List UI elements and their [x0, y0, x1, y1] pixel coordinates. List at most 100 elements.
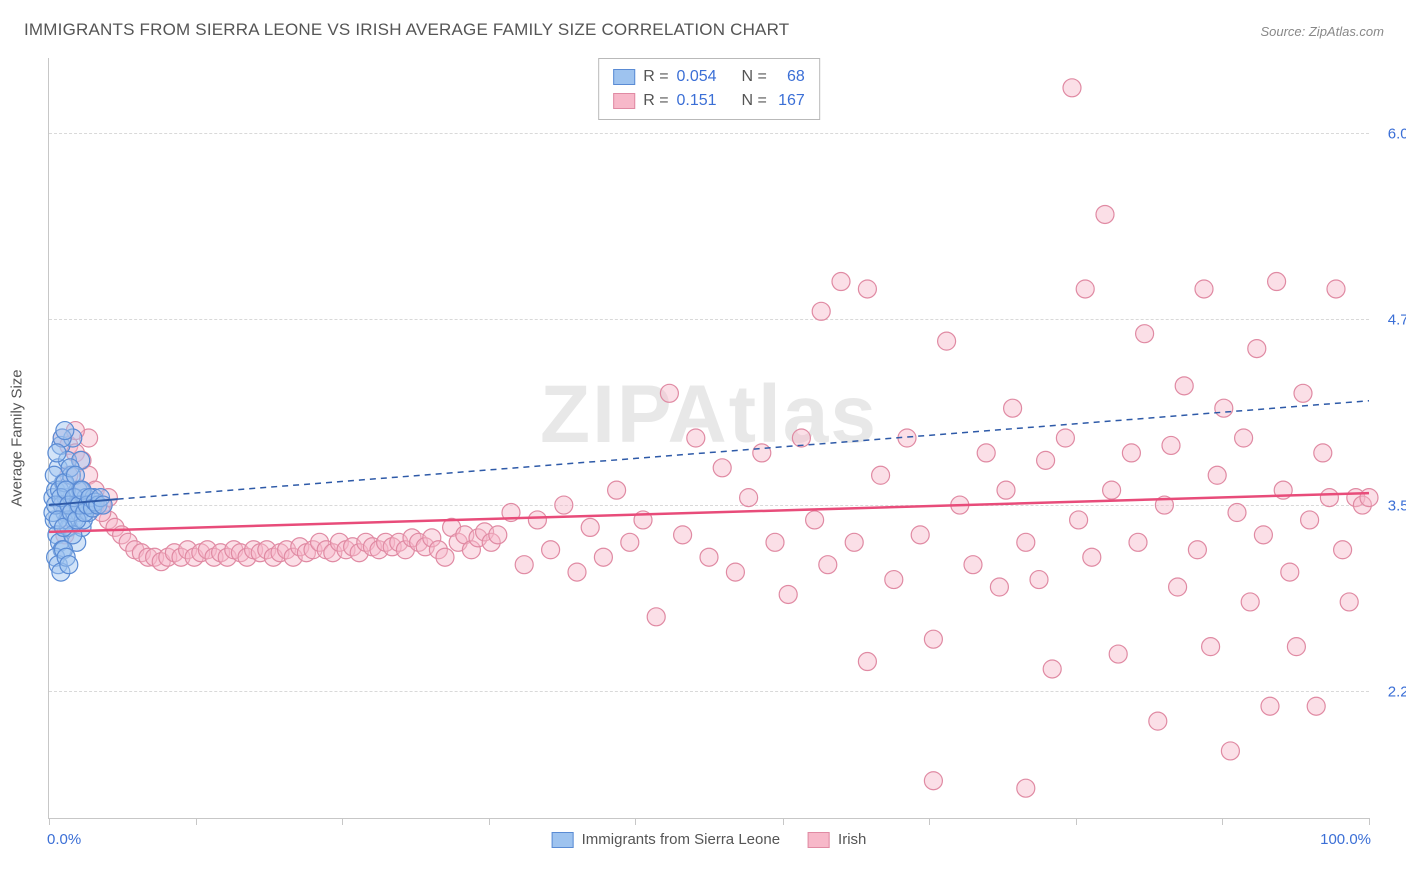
scatter-point [1043, 660, 1061, 678]
legend-row-series-1: R = 0.054 N = 68 [613, 65, 805, 89]
scatter-point [1017, 533, 1035, 551]
scatter-point [1202, 638, 1220, 656]
scatter-point [779, 585, 797, 603]
scatter-point [1070, 511, 1088, 529]
scatter-point [700, 548, 718, 566]
y-tick-label: 3.50 [1377, 498, 1406, 515]
scatter-point [997, 481, 1015, 499]
scatter-point [1030, 571, 1048, 589]
scatter-point [594, 548, 612, 566]
bottom-legend-item-1: Immigrants from Sierra Leone [552, 831, 780, 848]
scatter-point [1334, 541, 1352, 559]
legend-R-value-2: 0.151 [677, 89, 717, 113]
scatter-svg-layer [49, 58, 1369, 818]
scatter-point [1076, 280, 1094, 298]
scatter-point [1261, 697, 1279, 715]
scatter-point [1294, 384, 1312, 402]
scatter-point [858, 280, 876, 298]
scatter-point [1175, 377, 1193, 395]
scatter-point [1096, 205, 1114, 223]
scatter-point [1235, 429, 1253, 447]
scatter-point [1122, 444, 1140, 462]
bottom-legend-label-2: Irish [838, 831, 866, 848]
x-tick [635, 818, 636, 825]
scatter-point [660, 384, 678, 402]
scatter-point [647, 608, 665, 626]
scatter-point [740, 489, 758, 507]
scatter-point [1103, 481, 1121, 499]
legend-row-series-2: R = 0.151 N = 167 [613, 89, 805, 113]
y-tick-label: 4.75 [1377, 311, 1406, 328]
scatter-point [845, 533, 863, 551]
y-tick-label: 2.25 [1377, 684, 1406, 701]
x-tick [783, 818, 784, 825]
scatter-point [726, 563, 744, 581]
legend-N-value-1: 68 [775, 65, 805, 89]
scatter-point [911, 526, 929, 544]
scatter-point [436, 548, 454, 566]
scatter-point [806, 511, 824, 529]
bottom-legend: Immigrants from Sierra Leone Irish [552, 831, 867, 848]
scatter-point [1004, 399, 1022, 417]
source-prefix: Source: [1260, 24, 1308, 39]
scatter-point [1327, 280, 1345, 298]
scatter-point [819, 556, 837, 574]
legend-R-label: R = [643, 89, 668, 113]
x-tick [1369, 818, 1370, 825]
legend-N-label: N = [741, 89, 766, 113]
trend-line-extrapolated [118, 401, 1369, 499]
scatter-point [1136, 325, 1154, 343]
scatter-point [528, 511, 546, 529]
source-name: ZipAtlas.com [1309, 24, 1384, 39]
scatter-point [1307, 697, 1325, 715]
legend-N-label: N = [741, 65, 766, 89]
scatter-point [94, 496, 112, 514]
scatter-point [674, 526, 692, 544]
legend-swatch-series-1 [613, 69, 635, 85]
scatter-point [555, 496, 573, 514]
scatter-point [766, 533, 784, 551]
x-tick [1222, 818, 1223, 825]
scatter-point [964, 556, 982, 574]
scatter-point [1109, 645, 1127, 663]
x-tick [49, 818, 50, 825]
bottom-legend-item-2: Irish [808, 831, 866, 848]
x-axis-max-label: 100.0% [1320, 831, 1371, 848]
y-tick-label: 6.00 [1377, 125, 1406, 142]
scatter-point [1083, 548, 1101, 566]
scatter-point [1169, 578, 1187, 596]
scatter-point [1314, 444, 1332, 462]
scatter-point [1228, 504, 1246, 522]
scatter-point [1340, 593, 1358, 611]
scatter-point [872, 466, 890, 484]
scatter-point [489, 526, 507, 544]
y-axis-title: Average Family Size [9, 369, 26, 506]
x-tick [342, 818, 343, 825]
scatter-point [832, 273, 850, 291]
scatter-point [1215, 399, 1233, 417]
scatter-point [858, 653, 876, 671]
correlation-legend-box: R = 0.054 N = 68 R = 0.151 N = 167 [598, 58, 820, 120]
scatter-point [1281, 563, 1299, 581]
scatter-point [1254, 526, 1272, 544]
legend-R-value-1: 0.054 [677, 65, 717, 89]
scatter-point [581, 518, 599, 536]
scatter-point [515, 556, 533, 574]
page-container: IMMIGRANTS FROM SIERRA LEONE VS IRISH AV… [0, 0, 1406, 892]
scatter-point [1221, 742, 1239, 760]
scatter-point [1129, 533, 1147, 551]
scatter-point [48, 444, 66, 462]
scatter-point [1056, 429, 1074, 447]
scatter-point [1208, 466, 1226, 484]
legend-swatch-series-2 [613, 93, 635, 109]
scatter-point [924, 772, 942, 790]
scatter-point [1195, 280, 1213, 298]
scatter-point [56, 422, 74, 440]
scatter-point [990, 578, 1008, 596]
x-tick [196, 818, 197, 825]
scatter-point [687, 429, 705, 447]
x-tick [1076, 818, 1077, 825]
scatter-point [1017, 779, 1035, 797]
bottom-legend-swatch-2 [808, 832, 830, 848]
scatter-point [938, 332, 956, 350]
